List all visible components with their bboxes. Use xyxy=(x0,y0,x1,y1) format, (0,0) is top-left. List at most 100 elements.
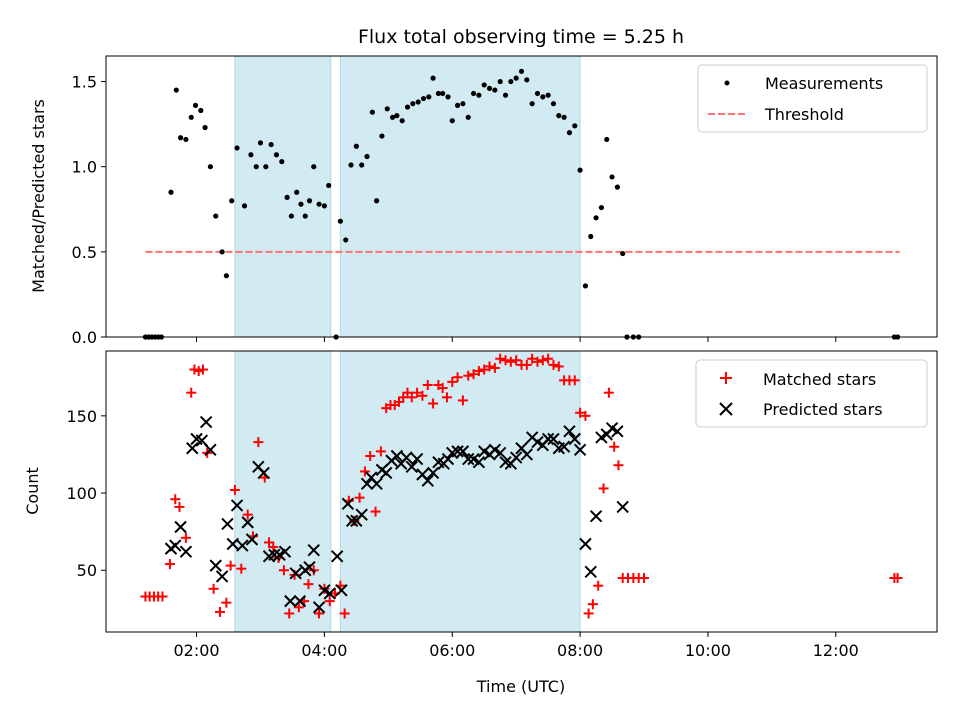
predicted-star-point xyxy=(541,432,555,446)
threshold-legend-label: Threshold xyxy=(764,105,844,124)
measurement-point xyxy=(229,198,235,204)
measurement-point xyxy=(379,133,385,139)
measurement-point xyxy=(198,107,204,114)
predicted-star-point xyxy=(204,443,217,457)
matched-star-point xyxy=(527,353,538,364)
matched-star-points xyxy=(140,353,903,619)
measurement-point xyxy=(311,164,317,170)
measurement-point xyxy=(492,87,498,93)
predicted-star-point xyxy=(589,509,603,523)
predicted-star-point xyxy=(293,594,307,608)
predicted-star-point xyxy=(421,474,434,487)
measurement-point xyxy=(326,182,332,189)
count-axes: 50 100 150 02:00 04:00 06:00 08:00 10:00 12:00 xyxy=(66,407,858,660)
y-tick-label: 1.0 xyxy=(72,158,97,177)
ratio-plot-frame xyxy=(105,55,938,338)
x-tick-label: 12:00 xyxy=(813,641,859,660)
measurement-point xyxy=(253,164,259,170)
count-plot-frame xyxy=(105,350,938,633)
measurement-point xyxy=(614,184,620,190)
measurement-point xyxy=(223,273,229,279)
matched-star-point xyxy=(441,392,452,403)
measurement-point xyxy=(445,94,451,100)
measurement-point xyxy=(508,78,514,85)
measurement-legend-label: Measurements xyxy=(765,74,883,93)
measurement-point xyxy=(364,153,370,160)
measurement-point xyxy=(369,109,375,115)
predicted-star-point xyxy=(307,543,320,557)
matched-star-point xyxy=(575,407,586,418)
predicted-star-point xyxy=(584,565,597,578)
measurement-point xyxy=(415,99,421,105)
predicted-star-point xyxy=(289,567,302,580)
ratio-observing-windows xyxy=(234,55,581,338)
measurement-point xyxy=(168,189,174,195)
matched-star-point xyxy=(463,370,474,381)
measurement-point xyxy=(502,92,509,98)
measurement-point xyxy=(545,92,551,98)
matched-star-point xyxy=(473,366,484,377)
matched-star-point xyxy=(543,353,554,364)
matched-star-point xyxy=(339,608,350,619)
measurement-point xyxy=(241,203,248,209)
x-tick-label: 08:00 xyxy=(557,641,603,660)
predicted-star-point xyxy=(456,445,470,458)
measurement-point xyxy=(524,77,530,83)
matched-star-point xyxy=(521,359,532,370)
measurement-point xyxy=(294,189,300,195)
ratio-axes: 0.0 0.5 1.0 1.5 xyxy=(72,73,837,347)
x-tick-label: 04:00 xyxy=(301,641,347,660)
matched-star-point xyxy=(242,509,253,520)
y-tick-label: 100 xyxy=(66,484,97,503)
matched-star-point xyxy=(164,559,175,570)
measurement-point xyxy=(302,213,308,219)
matched-star-point xyxy=(236,563,247,574)
x-tick-label: 02:00 xyxy=(174,641,220,660)
measurement-point xyxy=(556,113,562,119)
matched-star-point xyxy=(180,532,191,543)
predicted-star-point xyxy=(174,520,187,534)
ratio-legend-box xyxy=(697,64,928,133)
matched-star-point xyxy=(354,492,365,503)
matched-star-point xyxy=(548,359,559,370)
matched-star-point xyxy=(609,441,620,452)
measurement-point xyxy=(306,198,313,204)
measurement-point xyxy=(173,87,179,93)
measurement-point xyxy=(177,135,184,141)
matched-star-point xyxy=(214,606,225,617)
matched-star-point xyxy=(417,390,428,401)
y-tick-label: 150 xyxy=(66,407,97,426)
predicted-star-point xyxy=(257,466,270,480)
matched-star-point xyxy=(293,602,304,613)
y-tick-label: 0.5 xyxy=(72,243,97,262)
measurement-point xyxy=(430,75,436,81)
predicted-star-point xyxy=(616,500,629,514)
matched-star-point xyxy=(303,579,314,590)
measurement-point xyxy=(550,101,557,107)
matched-legend-label: Matched stars xyxy=(763,370,876,389)
predicted-star-point xyxy=(370,477,383,490)
predicted-star-point xyxy=(186,442,199,455)
predicted-star-point xyxy=(341,497,355,511)
predicted-star-point xyxy=(345,514,359,528)
measurement-point xyxy=(534,90,541,97)
matched-star-point xyxy=(500,355,511,366)
measurement-point xyxy=(435,90,441,97)
measurement-point xyxy=(513,75,519,81)
measurement-point xyxy=(518,68,525,74)
measurement-point xyxy=(234,145,240,151)
predicted-star-point xyxy=(209,559,222,572)
predicted-star-points xyxy=(164,415,629,614)
measurement-point xyxy=(593,215,599,221)
matched-star-point xyxy=(479,364,490,375)
measurement-point xyxy=(604,136,610,143)
measurement-point xyxy=(321,203,328,209)
predicted-star-point xyxy=(284,594,297,608)
matched-star-point xyxy=(484,361,495,372)
measurement-point xyxy=(460,101,466,107)
matched-star-point xyxy=(406,392,417,403)
predicted-star-point xyxy=(335,584,348,597)
measurement-legend-marker xyxy=(724,80,730,86)
measurement-point xyxy=(348,162,354,168)
